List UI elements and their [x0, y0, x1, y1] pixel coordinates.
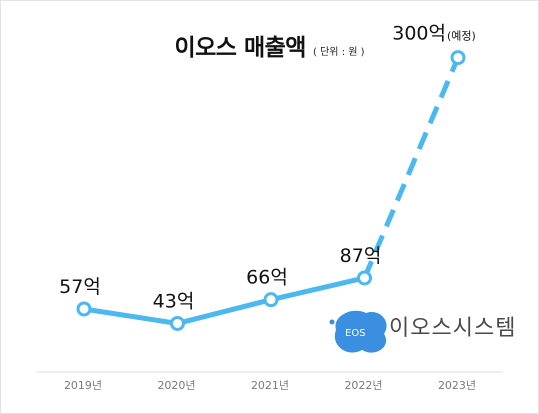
label-layer: 57억 43억 66억 87억 300억 (예정) [59, 23, 476, 313]
data-point-1 [76, 301, 92, 317]
chart-title-row: 이오스 매출액 ( 단위 : 원 ) [0, 28, 539, 62]
x-tick-label-4: 2022년 [344, 379, 382, 392]
data-label-3: 66억 [246, 267, 288, 289]
company-logo: EOS 이오스시스템 [329, 310, 516, 353]
x-tick-label-2: 2020년 [157, 379, 195, 392]
data-point-5 [450, 50, 466, 66]
data-point-3 [263, 292, 279, 308]
chart-title: 이오스 매출액 [174, 35, 306, 61]
tick-layer: 2019년 2020년 2021년 2022년 2023년 [64, 379, 476, 392]
forecast-note: (예정) [447, 30, 476, 43]
logo-company-name: 이오스시스템 [389, 316, 516, 341]
series-line-forecast [362, 56, 461, 279]
series-line-actual [81, 275, 367, 326]
series-layer [76, 50, 466, 331]
data-label-1: 57억 [59, 276, 101, 298]
data-label-4: 87억 [340, 245, 382, 267]
chart-unit-note: ( 단위 : 원 ) [313, 47, 365, 58]
data-label-2: 43억 [153, 290, 195, 312]
data-label-5: 300억 [392, 23, 446, 45]
data-point-2 [170, 315, 185, 331]
data-point-4 [357, 270, 372, 286]
logo-dot-icon [329, 319, 335, 325]
x-tick-label-1: 2019년 [64, 379, 102, 392]
logo-mark-icon [334, 310, 387, 353]
x-tick-label-3: 2021년 [251, 379, 289, 392]
logo-mark-text: EOS [345, 328, 366, 339]
x-tick-label-5: 2023년 [438, 379, 476, 392]
